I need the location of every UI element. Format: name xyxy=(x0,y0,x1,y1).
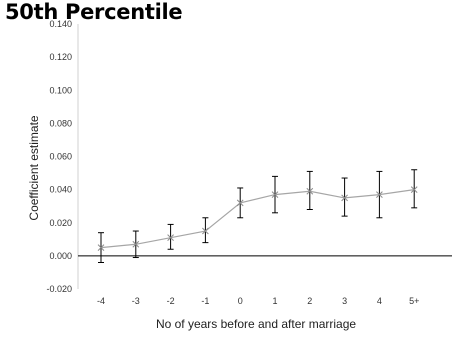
y-tick-label: 0.000 xyxy=(49,251,72,261)
y-axis-label: Coefficient estimate xyxy=(27,115,41,220)
series-line xyxy=(100,189,415,249)
y-tick-label: 0.140 xyxy=(49,19,72,29)
marker-stroke xyxy=(236,199,244,207)
marker-stroke xyxy=(376,191,383,198)
y-tick-label: -0.020 xyxy=(46,284,72,294)
x-tick-label: -3 xyxy=(132,296,140,306)
error-bar xyxy=(202,217,209,244)
marker-stroke xyxy=(97,244,105,251)
marker-stroke xyxy=(410,186,418,193)
x-axis-label: No of years before and after marriage xyxy=(156,317,356,331)
y-tick-label: 0.120 xyxy=(49,52,72,62)
marker-stroke xyxy=(202,227,209,235)
data-markers xyxy=(97,186,418,251)
data-point xyxy=(410,186,418,193)
data-point xyxy=(306,187,314,195)
marker-stroke xyxy=(341,194,348,202)
y-tick-label: 0.060 xyxy=(49,152,72,162)
x-tick-label: 3 xyxy=(342,296,347,306)
y-tick-label: 0.020 xyxy=(49,218,72,228)
data-point xyxy=(97,244,105,251)
y-tick-label: 0.080 xyxy=(49,118,72,128)
marker-stroke xyxy=(306,187,314,195)
x-tick-label: 5+ xyxy=(409,296,419,306)
marker-stroke xyxy=(132,240,140,248)
marker-stroke xyxy=(167,234,174,242)
data-point xyxy=(132,240,140,248)
data-point xyxy=(341,194,348,202)
x-tick-label: -2 xyxy=(167,296,175,306)
error-bar xyxy=(167,223,174,250)
data-point xyxy=(202,227,209,235)
error-bar xyxy=(411,169,418,209)
error-bars xyxy=(98,169,418,263)
error-bar xyxy=(341,177,348,217)
data-point xyxy=(376,191,383,198)
data-point xyxy=(167,234,174,242)
x-tick-label: 2 xyxy=(307,296,312,306)
x-tick-label: -1 xyxy=(201,296,209,306)
x-tick-label: 0 xyxy=(238,296,243,306)
y-axis: -0.020 0.000 0.020 0.040 0.060 0.080 0.100 0.12… xyxy=(46,19,79,294)
x-tick-label: 1 xyxy=(272,296,277,306)
series-polyline xyxy=(100,189,415,249)
data-point xyxy=(236,199,244,207)
y-tick-label: 0.100 xyxy=(49,85,72,95)
marker-stroke xyxy=(271,191,279,198)
x-tick-label: -4 xyxy=(97,296,105,306)
x-tick-labels: -4 -3 -2 -1 0 1 2 3 4 5+ xyxy=(97,296,419,306)
y-tick-label: 0.040 xyxy=(49,185,72,195)
x-tick-label: 4 xyxy=(377,296,382,306)
data-point xyxy=(271,191,279,198)
error-bar xyxy=(306,170,313,210)
chart-title: 50th Percentile xyxy=(5,0,183,24)
